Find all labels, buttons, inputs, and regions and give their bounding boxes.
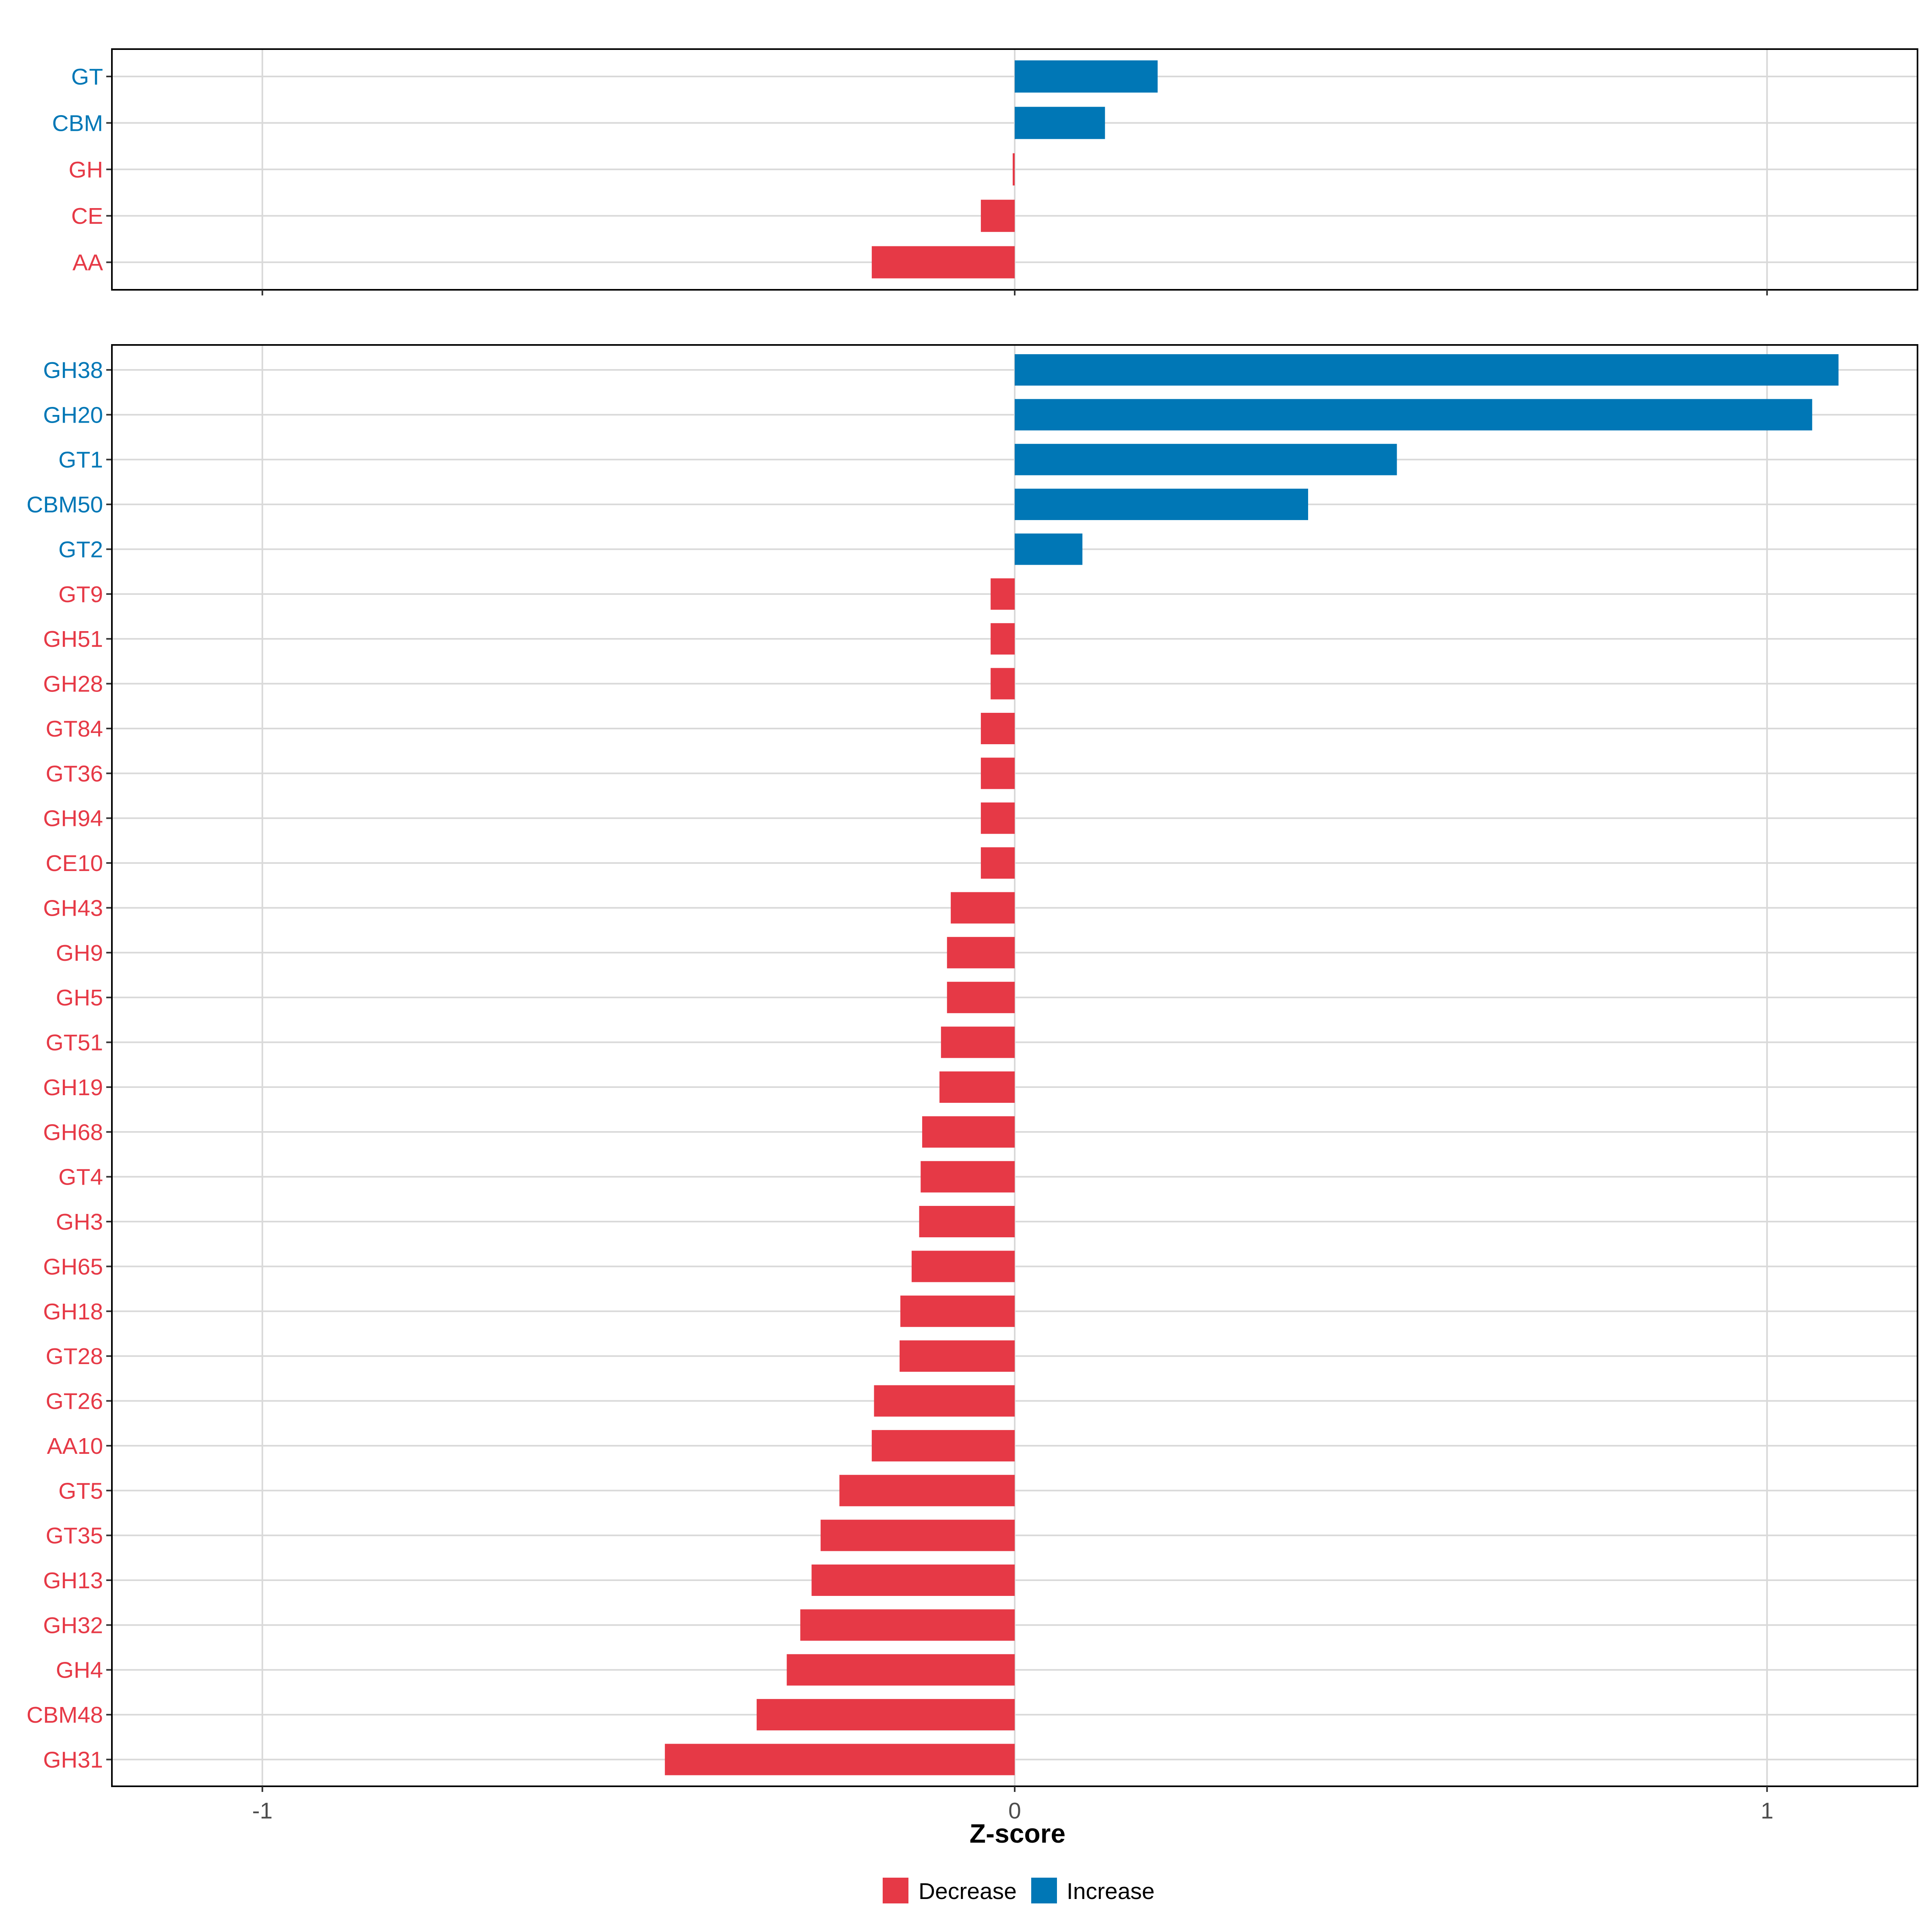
bar-GT26 bbox=[874, 1385, 1015, 1417]
bar-GH bbox=[1013, 153, 1015, 186]
bar-GH28 bbox=[991, 668, 1015, 700]
x-tick-label-1: 0 bbox=[1008, 1798, 1021, 1824]
y-tick-label-GH3: GH3 bbox=[56, 1209, 103, 1235]
y-tick-label-GT: GT bbox=[71, 64, 103, 90]
bar-GH13 bbox=[811, 1564, 1015, 1596]
y-tick-label-GH4: GH4 bbox=[56, 1657, 103, 1683]
y-tick-label-GT84: GT84 bbox=[45, 716, 103, 742]
y-tick-label-GT1: GT1 bbox=[58, 447, 103, 473]
y-tick-label-AA: AA bbox=[72, 250, 103, 276]
y-tick-label-GH38: GH38 bbox=[43, 357, 103, 383]
bar-CBM bbox=[1015, 107, 1105, 139]
y-tick-label-GH18: GH18 bbox=[43, 1299, 103, 1325]
y-tick-label-GT2: GT2 bbox=[58, 537, 103, 562]
y-tick-label-GH43: GH43 bbox=[43, 895, 103, 921]
legend-swatch-increase bbox=[1031, 1878, 1057, 1903]
bar-GT1 bbox=[1015, 444, 1397, 475]
legend: Decrease Increase bbox=[883, 1878, 1155, 1904]
y-tick-label-CE: CE bbox=[71, 203, 103, 229]
y-tick-label-GH9: GH9 bbox=[56, 940, 103, 966]
y-tick-label-GH68: GH68 bbox=[43, 1119, 103, 1145]
y-tick-label-AA10: AA10 bbox=[47, 1433, 103, 1459]
y-tick-label-GH: GH bbox=[69, 157, 103, 183]
bar-AA bbox=[871, 246, 1015, 279]
bar-GT84 bbox=[980, 712, 1015, 744]
y-tick-label-GT5: GT5 bbox=[58, 1478, 103, 1504]
y-tick-label-GH13: GH13 bbox=[43, 1568, 103, 1593]
y-tick-label-GT35: GT35 bbox=[45, 1523, 103, 1549]
y-tick-label-GH51: GH51 bbox=[43, 626, 103, 652]
y-tick-label-GT9: GT9 bbox=[58, 582, 103, 607]
bar-GT51 bbox=[941, 1026, 1015, 1058]
bar-GH5 bbox=[947, 982, 1015, 1013]
bar-GH32 bbox=[800, 1609, 1015, 1641]
y-tick-label-GH19: GH19 bbox=[43, 1075, 103, 1100]
y-tick-label-GT36: GT36 bbox=[45, 761, 103, 786]
labels-layer: GTCBMGHCEAAGH38GH20GT1CBM50GT2GT9GH51GH2… bbox=[27, 64, 1773, 1824]
bar-GT bbox=[1015, 60, 1158, 93]
bar-GH31 bbox=[665, 1744, 1015, 1775]
bar-GH4 bbox=[786, 1654, 1015, 1686]
y-tick-label-GH5: GH5 bbox=[56, 985, 103, 1011]
y-tick-label-GT51: GT51 bbox=[45, 1030, 103, 1056]
y-tick-label-CE10: CE10 bbox=[45, 850, 103, 876]
bar-GT4 bbox=[921, 1161, 1015, 1193]
legend-label-increase: Increase bbox=[1067, 1878, 1155, 1904]
bar-GH9 bbox=[947, 937, 1015, 968]
bar-GH3 bbox=[919, 1206, 1015, 1238]
y-tick-label-GH20: GH20 bbox=[43, 402, 103, 428]
bar-GH38 bbox=[1015, 354, 1839, 386]
x-tick-label-0: -1 bbox=[252, 1798, 272, 1824]
bar-GT35 bbox=[820, 1519, 1015, 1551]
bar-GH19 bbox=[939, 1071, 1015, 1103]
legend-label-decrease: Decrease bbox=[919, 1878, 1017, 1904]
bar-GH94 bbox=[980, 802, 1015, 834]
bar-AA10 bbox=[871, 1430, 1015, 1461]
bars-layer bbox=[665, 60, 1839, 1775]
y-tick-label-GH28: GH28 bbox=[43, 671, 103, 697]
bar-GT28 bbox=[900, 1340, 1015, 1372]
bar-GT36 bbox=[980, 758, 1015, 789]
bar-CE10 bbox=[980, 847, 1015, 879]
bar-CBM48 bbox=[756, 1699, 1015, 1731]
x-axis-title: Z-score bbox=[970, 1818, 1065, 1848]
legend-swatch-decrease bbox=[883, 1878, 908, 1903]
bar-GH18 bbox=[900, 1295, 1015, 1327]
y-tick-label-GT4: GT4 bbox=[58, 1164, 103, 1190]
y-tick-label-GH31: GH31 bbox=[43, 1747, 103, 1773]
bar-CE bbox=[980, 200, 1015, 232]
x-tick-label-2: 1 bbox=[1761, 1798, 1773, 1824]
y-tick-label-GH94: GH94 bbox=[43, 806, 103, 832]
bar-GH51 bbox=[991, 623, 1015, 655]
bar-GT5 bbox=[839, 1475, 1015, 1507]
y-tick-label-GT26: GT26 bbox=[45, 1389, 103, 1414]
bar-GH20 bbox=[1015, 399, 1812, 431]
y-tick-label-GH32: GH32 bbox=[43, 1612, 103, 1638]
bar-GT2 bbox=[1015, 533, 1083, 565]
bar-GT9 bbox=[991, 578, 1015, 610]
y-tick-label-CBM50: CBM50 bbox=[27, 492, 103, 518]
bar-GH43 bbox=[951, 892, 1015, 924]
y-tick-label-CBM: CBM bbox=[52, 110, 103, 136]
bar-GH68 bbox=[922, 1116, 1015, 1148]
frame-layer bbox=[106, 48, 1918, 1792]
bar-GH65 bbox=[911, 1251, 1015, 1282]
y-tick-label-GH65: GH65 bbox=[43, 1254, 103, 1280]
y-tick-label-CBM48: CBM48 bbox=[27, 1702, 103, 1728]
bar-CBM50 bbox=[1015, 489, 1308, 520]
y-tick-label-GT28: GT28 bbox=[45, 1344, 103, 1369]
